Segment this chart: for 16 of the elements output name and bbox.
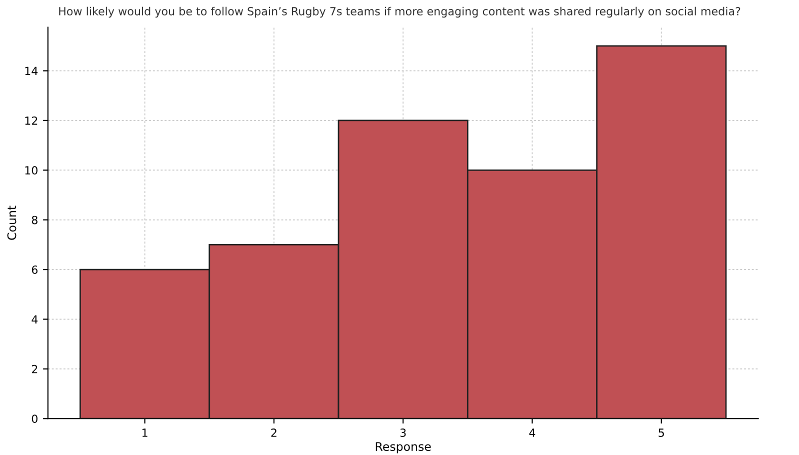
y-tick-label: 6 [32, 266, 38, 274]
y-tick-label: 8 [32, 216, 38, 224]
y-tick-label: 10 [25, 166, 38, 175]
x-tick-label: 2 [271, 428, 276, 437]
y-tick-label: 4 [32, 315, 38, 324]
y-tick-label: 12 [25, 116, 38, 125]
x-tick-label: 3 [400, 428, 406, 437]
y-tick-label: 2 [32, 364, 38, 374]
chart-title: How likely would you be to follow Spain’s Rugby 7s teams if more engaging content was shared regularly on social media? [59, 6, 740, 18]
y-axis-title: Count [7, 206, 16, 240]
y-tick-label: 0 [32, 414, 38, 423]
x-tick-label: 1 [142, 428, 148, 437]
y-tick-label: 14 [25, 66, 38, 75]
x-tick-label: 4 [529, 428, 536, 437]
x-tick-label: 5 [658, 428, 664, 437]
x-axis-title: Response [376, 442, 431, 454]
